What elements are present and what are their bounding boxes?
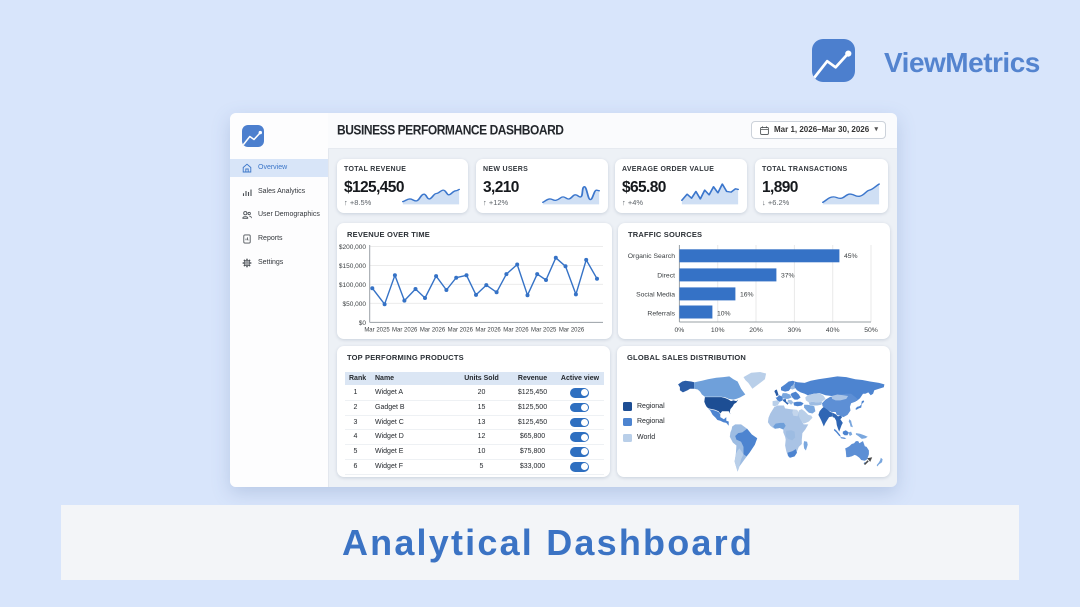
svg-text:$100,000: $100,000 — [339, 282, 366, 289]
svg-text:Social Media: Social Media — [636, 291, 675, 298]
svg-text:37%: 37% — [781, 272, 795, 279]
svg-text:Mar 2026: Mar 2026 — [475, 328, 501, 334]
svg-text:Referrals: Referrals — [647, 310, 675, 317]
svg-text:$50,000: $50,000 — [343, 301, 367, 308]
svg-text:0%: 0% — [674, 327, 684, 334]
svg-text:10%: 10% — [711, 327, 725, 334]
svg-text:30%: 30% — [788, 327, 802, 334]
svg-text:Direct: Direct — [657, 272, 675, 279]
svg-text:$150,000: $150,000 — [339, 263, 366, 270]
svg-text:50%: 50% — [864, 327, 878, 334]
svg-text:Mar 2026: Mar 2026 — [559, 328, 585, 334]
svg-text:20%: 20% — [749, 327, 763, 334]
svg-text:Mar 2026: Mar 2026 — [448, 328, 474, 334]
svg-text:Mar 2025: Mar 2025 — [364, 328, 390, 334]
svg-text:$200,000: $200,000 — [339, 244, 366, 251]
svg-text:Mar 2026: Mar 2026 — [420, 328, 446, 334]
svg-text:45%: 45% — [844, 253, 858, 260]
svg-text:Mar 2026: Mar 2026 — [392, 328, 418, 334]
svg-text:16%: 16% — [740, 291, 754, 298]
svg-text:$0: $0 — [359, 320, 367, 327]
svg-text:Mar 2025: Mar 2025 — [531, 328, 557, 334]
svg-text:10%: 10% — [717, 310, 731, 317]
svg-text:40%: 40% — [826, 327, 840, 334]
svg-text:Mar 2026: Mar 2026 — [503, 328, 529, 334]
svg-text:Organic Search: Organic Search — [628, 253, 675, 260]
